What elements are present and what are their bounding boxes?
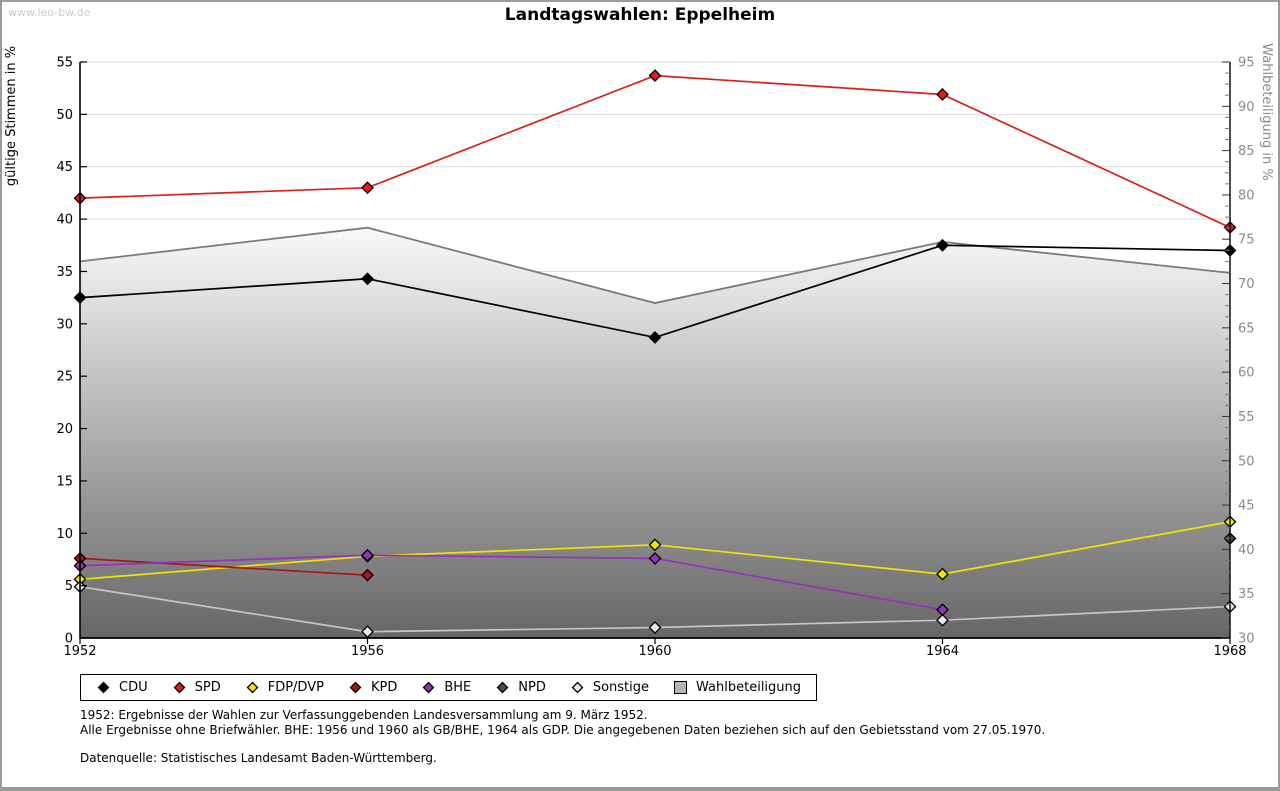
footnote-briefwaehler: Alle Ergebnisse ohne Briefwähler. BHE: 1… xyxy=(80,723,1046,737)
legend-item-npd: NPD xyxy=(495,680,546,695)
left-tick-label: 5 xyxy=(65,579,73,594)
legend-item-cdu: CDU xyxy=(96,680,148,695)
right-tick-label: 75 xyxy=(1238,233,1255,248)
x-tick-label: 1968 xyxy=(1213,644,1246,659)
legend-label: BHE xyxy=(444,680,472,695)
left-tick-label: 15 xyxy=(56,474,73,489)
right-tick-label: 45 xyxy=(1238,499,1255,514)
legend-diamond-icon xyxy=(246,681,259,694)
left-tick-label: 50 xyxy=(56,108,73,123)
left-tick-label: 55 xyxy=(56,56,73,71)
left-tick-label: 40 xyxy=(56,213,73,228)
x-tick-label: 1952 xyxy=(63,644,96,659)
legend-diamond-icon xyxy=(422,681,435,694)
left-tick-label: 10 xyxy=(56,527,73,542)
legend-label: CDU xyxy=(119,680,148,695)
right-tick-label: 35 xyxy=(1238,587,1255,602)
wahlbeteiligung-area xyxy=(79,226,1231,639)
series-spd xyxy=(73,69,1237,234)
left-tick-label: 25 xyxy=(56,370,73,385)
left-tick-label: 0 xyxy=(65,632,73,647)
legend-item-sonstige: Sonstige xyxy=(570,680,649,695)
left-tick-label: 30 xyxy=(56,317,73,332)
left-tick-label: 20 xyxy=(56,422,73,437)
legend: CDU SPD FDP/DVP KPD BHE NPD Sonstige Wahlbeteil… xyxy=(80,674,818,701)
legend-label: Sonstige xyxy=(592,680,650,695)
legend-label: KPD xyxy=(370,680,398,695)
legend-label: SPD xyxy=(194,680,221,695)
right-tick-label: 90 xyxy=(1238,100,1255,115)
legend-diamond-icon xyxy=(496,681,509,694)
footnotes: 1952: Ergebnisse der Wahlen zur Verfassu… xyxy=(80,708,1045,766)
legend-item-wahlbeteiligung: Wahlbeteiligung xyxy=(673,680,801,695)
axes: 0 5 10 15 20 25 30 35 40 45 50 55 30 35 40 45 50 55 60 65 70… xyxy=(4,43,1274,659)
left-tick-label: 45 xyxy=(56,160,73,175)
legend-diamond-icon xyxy=(97,681,110,694)
legend-label: Wahlbeteiligung xyxy=(696,680,802,695)
legend-label: NPD xyxy=(518,680,546,695)
right-axis-title: Wahlbeteiligung in % xyxy=(1259,43,1274,180)
legend-diamond-icon xyxy=(173,681,186,694)
footnote-1952: 1952: Ergebnisse der Wahlen zur Verfassu… xyxy=(80,708,648,722)
legend-item-kpd: KPD xyxy=(348,680,397,695)
right-tick-label: 70 xyxy=(1238,277,1255,292)
x-tick-label: 1956 xyxy=(351,644,384,659)
legend-item-fdpdvp: FDP/DVP xyxy=(245,680,324,695)
legend-item-bhe: BHE xyxy=(421,680,471,695)
legend-square-icon xyxy=(674,681,688,694)
right-tick-label: 85 xyxy=(1238,144,1255,159)
footnote-datasource: Datenquelle: Statistisches Landesamt Bad… xyxy=(80,751,437,765)
right-tick-label: 60 xyxy=(1238,366,1255,381)
left-axis-title: gültige Stimmen in % xyxy=(4,46,19,186)
watermark: www.leo-bw.de xyxy=(8,6,91,19)
legend-item-spd: SPD xyxy=(172,680,221,695)
right-tick-label: 55 xyxy=(1238,410,1255,425)
right-tick-label: 65 xyxy=(1238,321,1255,336)
left-tick-label: 35 xyxy=(56,265,73,280)
legend-label: FDP/DVP xyxy=(267,680,324,695)
right-tick-label: 30 xyxy=(1238,632,1255,647)
right-tick-label: 50 xyxy=(1238,454,1255,469)
x-tick-label: 1964 xyxy=(926,644,959,659)
right-tick-label: 80 xyxy=(1238,188,1255,203)
right-tick-label: 40 xyxy=(1238,543,1255,558)
x-tick-label: 1960 xyxy=(638,644,671,659)
right-tick-label: 95 xyxy=(1238,56,1255,71)
legend-diamond-icon xyxy=(571,681,584,694)
legend-diamond-icon xyxy=(349,681,362,694)
chart-title: Landtagswahlen: Eppelheim xyxy=(504,5,776,25)
